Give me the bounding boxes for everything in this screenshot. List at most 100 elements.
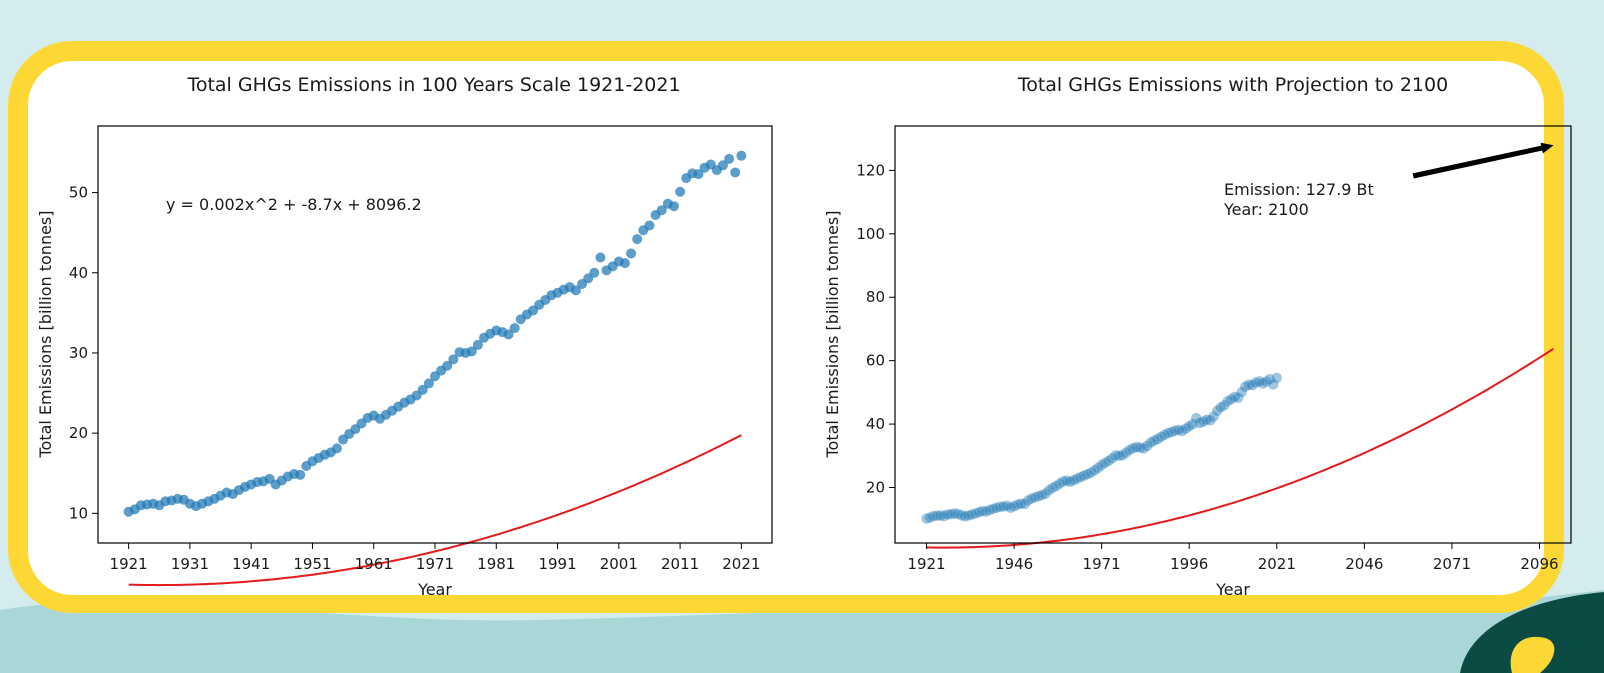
chart-projection-y-tick-label: 100 — [856, 225, 885, 243]
chart-historical-plot-area — [123, 150, 747, 587]
chart-projection-point — [1219, 400, 1230, 411]
chart-historical-point — [331, 443, 342, 454]
chart-projection-point — [1212, 405, 1223, 416]
chart-projection-point — [1120, 447, 1132, 458]
background-logo-mark — [1510, 636, 1555, 673]
chart-projection-point — [935, 510, 946, 521]
chart-projection-x-tick-label: 1946 — [995, 555, 1033, 573]
chart-projection-annotation-line-1: Emission: 127.9 Bt — [1224, 180, 1374, 199]
chart-projection-point — [1184, 421, 1195, 432]
chart-projection-x-tick-label: 1921 — [907, 555, 945, 573]
chart-historical-point — [656, 205, 667, 216]
chart-projection-point — [1047, 482, 1058, 494]
chart-projection-point — [963, 510, 974, 521]
chart-projection-point — [1271, 372, 1282, 383]
chart-projection-point — [1022, 495, 1034, 506]
chart-projection-point — [1068, 475, 1079, 486]
chart-projection-point — [1152, 433, 1163, 445]
chart-projection-point — [1170, 425, 1181, 436]
background-wave-dark — [1460, 592, 1604, 673]
chart-projection-point — [1103, 455, 1114, 467]
chart-historical-x-tick-label: 2001 — [600, 555, 638, 573]
chart-projection-point — [1187, 418, 1198, 430]
chart-projection-point — [921, 513, 932, 524]
chart-historical-y-ticks: 10 20 30 40 50 — [69, 184, 98, 522]
chart-historical-x-tick-label: 2011 — [661, 555, 699, 573]
chart-projection-point — [1236, 386, 1247, 398]
chart-historical-point — [644, 220, 655, 231]
chart-projection-point — [1233, 392, 1244, 403]
chart-projection-annotation-line-2: Year: 2100 — [1223, 200, 1309, 219]
chart-projection-point — [945, 508, 957, 520]
chart-projection-annotation-arrow — [1412, 142, 1554, 179]
chart-historical-point — [423, 378, 434, 389]
chart-projection-point — [1194, 417, 1205, 429]
chart-projection-point — [1106, 453, 1118, 464]
chart-projection-point — [1201, 414, 1212, 425]
chart-projection-title: Total GHGs Emissions with Projection to … — [1017, 74, 1448, 96]
chart-historical-point — [595, 252, 606, 263]
chart-historical-point — [724, 153, 735, 164]
chart-historical-y-tick-label: 30 — [69, 344, 88, 362]
chart-historical-point — [448, 354, 459, 365]
chart-projection-point — [1057, 476, 1069, 487]
chart-projection-point — [1226, 394, 1237, 405]
chart-projection-point — [1040, 488, 1051, 499]
chart-projection-point — [1110, 450, 1121, 461]
chart-projection-point — [1250, 377, 1261, 388]
chart-projection-point — [1082, 468, 1093, 480]
chart-historical-x-tick-label: 1921 — [110, 555, 148, 573]
chart-projection-point — [1254, 376, 1265, 387]
chart-projection-point — [991, 502, 1002, 514]
chart-projection-point — [1141, 440, 1153, 452]
chart-projection-point — [1005, 502, 1016, 514]
chart-projection-point — [1054, 478, 1065, 489]
chart-historical-x-tick-label: 1961 — [355, 555, 393, 573]
chart-projection-x-tick-label: 1971 — [1083, 555, 1121, 573]
chart-projection-point — [1117, 449, 1128, 461]
chart-projection-point — [1138, 443, 1149, 454]
chart-projection-point — [1096, 459, 1107, 471]
chart-projection-point — [1131, 441, 1142, 453]
chart-projection-point — [1001, 500, 1013, 511]
chart-historical-x-ticks: 1921 1931 1941 1951 1961 1971 1981 1991 2001 2011… — [110, 543, 760, 573]
chart-projection-point — [977, 505, 988, 517]
chart-projection-point — [1148, 435, 1160, 446]
chart-projection-x-tick-label: 2071 — [1433, 555, 1471, 573]
chart-projection-axes-frame — [894, 125, 1572, 544]
chart-projection-point — [1075, 471, 1086, 483]
chart-historical-point — [589, 267, 600, 278]
chart-projection-point — [1033, 490, 1044, 502]
chart-projection-point — [1205, 415, 1216, 426]
chart-historical-point — [736, 150, 747, 161]
chart-projection-point — [984, 504, 995, 516]
chart-projection-point — [1061, 475, 1072, 486]
chart-projection-point — [1064, 476, 1076, 487]
chart-historical-point — [675, 186, 686, 197]
chart-historical-point — [417, 384, 428, 395]
chart-historical-point — [619, 258, 630, 269]
chart-projection-point — [1012, 499, 1023, 510]
chart-historical-point — [730, 167, 741, 178]
chart-projection-point — [1159, 429, 1170, 441]
chart-projection-point — [1026, 493, 1037, 504]
chart-projection-point — [924, 512, 936, 523]
chart-historical-x-tick-label: 1931 — [171, 555, 209, 573]
chart-projection-point — [973, 507, 985, 518]
chart-projection-point — [1257, 378, 1268, 389]
chart-historical-point — [509, 323, 520, 334]
chart-projection-point — [1145, 437, 1156, 448]
chart-projection-y-tick-label: 60 — [866, 352, 885, 370]
chart-historical-y-label: Total Emissions [billion tonnes] — [36, 210, 55, 458]
chart-projection-y-tick-label: 40 — [866, 415, 885, 433]
chart-projection: Total GHGs Emissions with Projection to … — [823, 74, 1572, 599]
chart-projection-point — [998, 501, 1009, 512]
chart-projection-point — [994, 501, 1006, 513]
chart-projection-point — [980, 506, 992, 517]
chart-historical-point — [668, 201, 679, 212]
chart-projection-y-tick-label: 120 — [856, 161, 885, 179]
chart-projection-point — [928, 510, 939, 522]
chart-historical-point — [442, 360, 453, 371]
chart-projection-point — [1155, 431, 1167, 442]
